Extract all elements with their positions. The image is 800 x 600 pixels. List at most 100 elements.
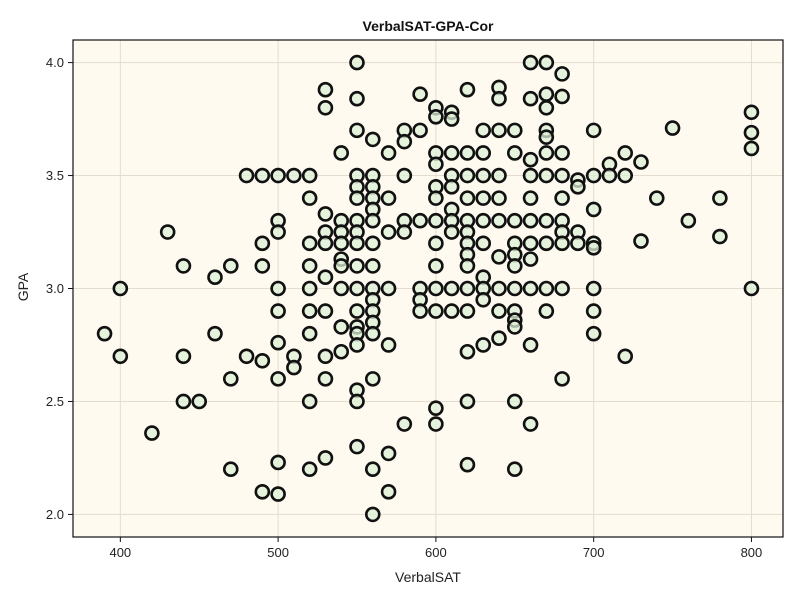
data-point bbox=[475, 122, 492, 139]
data-point bbox=[443, 280, 460, 297]
data-point bbox=[317, 269, 334, 286]
data-point bbox=[270, 303, 286, 319]
data-point bbox=[475, 145, 492, 161]
data-point bbox=[538, 212, 555, 229]
data-point bbox=[491, 167, 507, 184]
data-point bbox=[585, 201, 602, 218]
data-point bbox=[491, 122, 507, 139]
data-point bbox=[617, 167, 634, 184]
data-point bbox=[317, 348, 334, 365]
data-point bbox=[412, 212, 428, 229]
data-point bbox=[554, 190, 570, 206]
data-point bbox=[333, 343, 350, 360]
y-tick-label: 3.0 bbox=[46, 281, 64, 296]
data-point bbox=[301, 393, 318, 410]
data-point bbox=[222, 461, 239, 478]
data-point bbox=[506, 319, 523, 335]
data-point bbox=[286, 167, 302, 184]
data-point bbox=[712, 228, 728, 245]
data-point bbox=[380, 145, 397, 161]
data-point bbox=[506, 145, 523, 161]
data-point bbox=[459, 81, 476, 98]
data-point bbox=[506, 258, 523, 274]
data-point bbox=[428, 280, 444, 297]
data-point bbox=[349, 393, 365, 410]
data-point bbox=[428, 303, 444, 319]
data-point bbox=[538, 145, 555, 161]
data-point bbox=[522, 54, 539, 71]
data-point bbox=[475, 212, 492, 229]
data-point bbox=[270, 486, 286, 502]
data-point bbox=[175, 393, 192, 410]
data-point bbox=[712, 190, 728, 206]
data-point bbox=[506, 461, 523, 478]
data-point bbox=[349, 303, 365, 319]
data-point bbox=[554, 66, 570, 82]
data-point bbox=[585, 240, 602, 256]
data-point bbox=[585, 167, 602, 184]
data-point bbox=[364, 235, 381, 252]
data-point bbox=[254, 484, 271, 500]
data-point bbox=[380, 484, 397, 500]
y-axis-label: GPA bbox=[15, 272, 31, 301]
data-point bbox=[506, 393, 523, 410]
data-point bbox=[349, 280, 365, 297]
data-point bbox=[538, 235, 555, 252]
data-point bbox=[554, 235, 570, 252]
data-point bbox=[301, 280, 318, 297]
data-point bbox=[112, 348, 129, 365]
data-point bbox=[538, 99, 555, 116]
data-point bbox=[475, 167, 492, 184]
data-point bbox=[459, 343, 476, 360]
data-point bbox=[428, 156, 444, 173]
data-point bbox=[743, 280, 760, 297]
data-point bbox=[222, 371, 239, 387]
data-point bbox=[491, 330, 507, 347]
data-point bbox=[317, 99, 334, 116]
data-point bbox=[443, 303, 460, 319]
data-point bbox=[207, 269, 223, 286]
data-point bbox=[428, 190, 444, 206]
x-axis-ticks: 400 500 600 700 800 bbox=[109, 537, 762, 560]
chart-title: VerbalSAT-GPA-Cor bbox=[363, 18, 495, 34]
data-point bbox=[459, 303, 476, 319]
data-point bbox=[364, 371, 381, 387]
data-point bbox=[412, 303, 428, 319]
data-point bbox=[538, 280, 555, 297]
data-point bbox=[380, 280, 397, 297]
data-point bbox=[301, 325, 318, 342]
data-point bbox=[459, 145, 476, 161]
data-point bbox=[364, 131, 381, 148]
data-point bbox=[522, 337, 539, 353]
x-tick-label: 400 bbox=[109, 545, 131, 560]
data-point bbox=[443, 224, 460, 240]
data-point bbox=[191, 393, 208, 410]
data-point bbox=[680, 212, 697, 229]
data-point bbox=[522, 212, 539, 229]
data-point bbox=[317, 303, 334, 319]
data-point bbox=[428, 400, 444, 417]
data-point bbox=[270, 371, 286, 387]
data-point bbox=[443, 179, 460, 195]
data-point bbox=[554, 280, 570, 297]
data-point bbox=[522, 190, 539, 206]
data-point bbox=[301, 303, 318, 319]
data-point bbox=[475, 235, 492, 252]
data-point bbox=[522, 280, 539, 297]
data-point bbox=[554, 167, 570, 184]
data-point bbox=[475, 190, 492, 206]
data-point bbox=[617, 145, 634, 161]
data-point bbox=[491, 280, 507, 297]
data-point bbox=[506, 280, 523, 297]
data-point bbox=[254, 258, 271, 274]
data-point bbox=[254, 352, 271, 369]
data-point bbox=[522, 90, 539, 107]
y-tick-label: 4.0 bbox=[46, 55, 64, 70]
data-point bbox=[301, 190, 318, 206]
data-point bbox=[159, 224, 176, 240]
data-point bbox=[459, 280, 476, 297]
data-point bbox=[317, 235, 334, 252]
data-point bbox=[349, 235, 365, 252]
data-point bbox=[238, 167, 255, 184]
data-point bbox=[207, 325, 223, 342]
